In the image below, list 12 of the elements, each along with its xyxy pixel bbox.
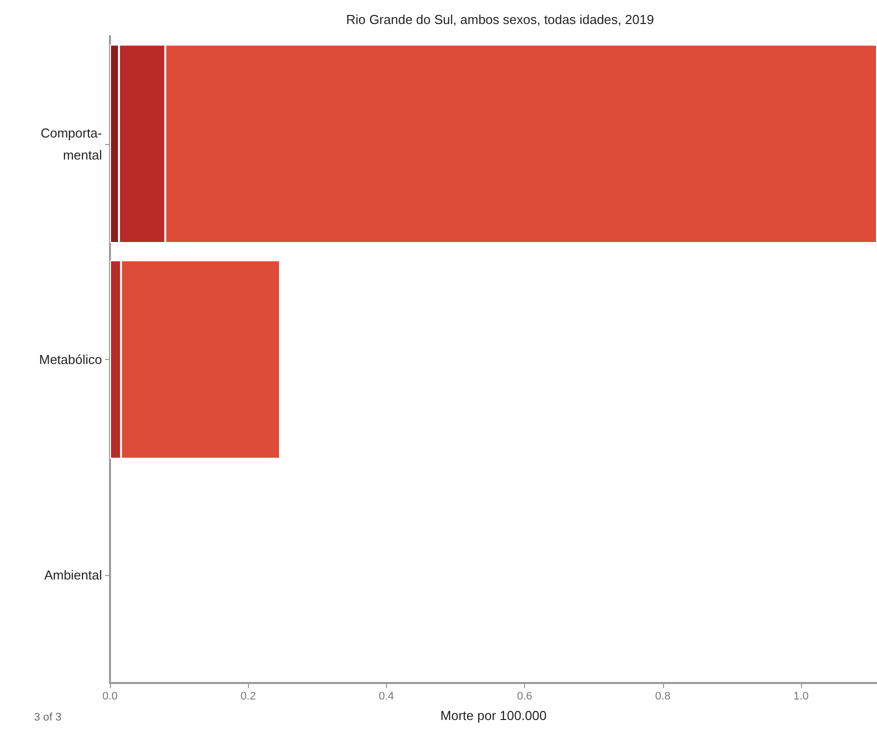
x-tick-label: 0.6 [516,690,532,702]
x-axis-title: Morte por 100.000 [440,708,547,723]
x-tick-label: 0.0 [102,690,118,702]
x-tick-label: 1.0 [793,690,809,702]
y-tick-label: Ambiental [44,568,102,583]
x-tick-label: 0.2 [240,690,256,702]
x-tick-label: 0.4 [378,690,394,702]
x-tick-label: 0.8 [655,690,670,702]
y-tick-label: Comporta-mental [40,125,102,162]
y-tick-label: Metabólico [39,352,102,367]
chart-title: Rio Grande do Sul, ambos sexos, todas idades, 2019 [346,12,654,27]
text: 3 of 3 [34,712,62,724]
